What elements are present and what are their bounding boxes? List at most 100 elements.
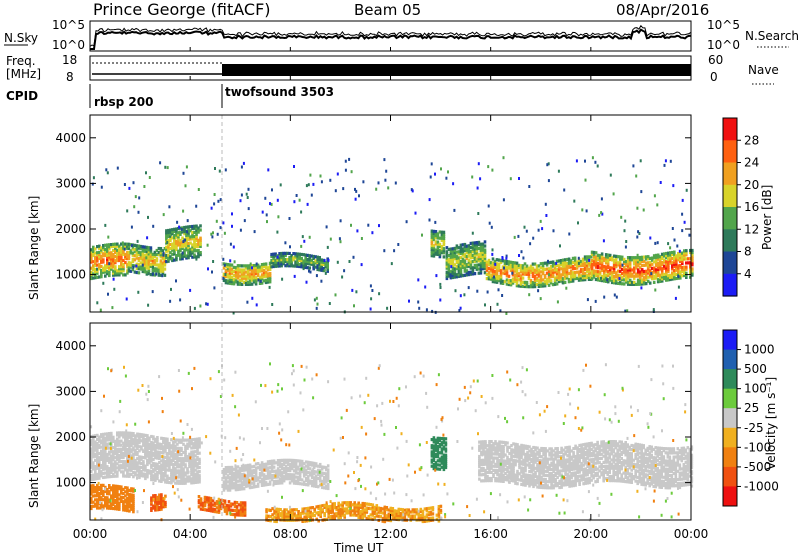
heatmap-cell (92, 504, 95, 508)
heatmap-cell (230, 482, 234, 486)
heatmap-cell (463, 261, 467, 265)
heatmap-cell (450, 265, 453, 269)
heatmap-cell (612, 279, 616, 283)
heatmap-cell (116, 456, 119, 460)
power-ylabel: Slant Range [km] (27, 196, 41, 300)
heatmap-cell (428, 198, 431, 202)
heatmap-cell (495, 278, 499, 282)
heatmap-cell (172, 456, 175, 460)
heatmap-cell (132, 497, 135, 501)
heatmap-cell (677, 252, 680, 256)
heatmap-cell (646, 263, 650, 267)
heatmap-cell (217, 199, 220, 203)
heatmap-cell (454, 289, 457, 293)
heatmap-cell (147, 268, 151, 272)
heatmap-cell (272, 258, 275, 262)
heatmap-cell (663, 266, 666, 270)
heatmap-cell (262, 479, 266, 483)
heatmap-cell (522, 468, 525, 472)
heatmap-cell (120, 499, 123, 503)
heatmap-cell (239, 503, 243, 507)
heatmap-cell (178, 225, 181, 229)
heatmap-cell (196, 456, 199, 460)
heatmap-cell (166, 476, 169, 480)
heatmap-cell (513, 279, 517, 283)
heatmap-cell (146, 450, 149, 454)
heatmap-cell (194, 443, 197, 448)
heatmap-cell (92, 453, 95, 457)
heatmap-cell (308, 473, 312, 477)
heatmap-cell (320, 258, 323, 262)
heatmap-cell (238, 475, 242, 479)
heatmap-cell (110, 431, 113, 435)
heatmap-cell (130, 499, 133, 503)
heatmap-cell (118, 273, 121, 277)
heatmap-cell (288, 466, 292, 471)
heatmap-cell (134, 473, 137, 477)
heatmap-cell (198, 441, 201, 445)
heatmap-cell (478, 469, 481, 473)
heatmap-cell (268, 261, 272, 265)
heatmap-cell (300, 461, 304, 465)
heatmap-cell (120, 439, 123, 443)
heatmap-cell (151, 252, 155, 256)
heatmap-cell (141, 245, 145, 249)
heatmap-cell (199, 501, 203, 505)
heatmap-cell (302, 259, 305, 263)
heatmap-cell (92, 475, 95, 479)
heatmap-cell (485, 262, 489, 266)
heatmap-cell (140, 461, 143, 465)
heatmap-cell (685, 265, 688, 269)
heatmap-cell (492, 446, 495, 450)
heatmap-cell (378, 224, 380, 228)
heatmap-cell (284, 473, 288, 477)
heatmap-cell (180, 448, 183, 453)
heatmap-cell (640, 259, 644, 263)
heatmap-cell (327, 258, 330, 262)
heatmap-cell (252, 464, 256, 468)
heatmap-cell (193, 245, 196, 249)
heatmap-cell (497, 258, 501, 262)
heatmap-cell (524, 454, 527, 458)
heatmap-cell (193, 226, 196, 230)
heatmap-cell (144, 464, 147, 468)
heatmap-cell (294, 475, 298, 479)
colorbar-tick-label: 24 (744, 156, 759, 170)
heatmap-cell (318, 256, 321, 260)
heatmap-cell (620, 282, 624, 286)
heatmap-cell (656, 261, 660, 265)
heatmap-cell (447, 270, 451, 274)
heatmap-cell (569, 263, 573, 267)
heatmap-cell (294, 467, 298, 471)
heatmap-cell (467, 248, 471, 252)
heatmap-cell (99, 308, 102, 312)
heatmap-cell (492, 474, 495, 479)
heatmap-cell (434, 465, 438, 469)
heatmap-cell (547, 162, 550, 166)
heatmap-cell (191, 255, 194, 259)
heatmap-cell (224, 279, 228, 283)
heatmap-cell (251, 296, 254, 300)
heatmap-cell (180, 438, 183, 442)
heatmap-cell (188, 442, 191, 446)
heatmap-cell (162, 478, 165, 482)
heatmap-cell (234, 272, 238, 276)
heatmap-cell (108, 251, 111, 255)
heatmap-cell (227, 504, 231, 508)
heatmap-cell (300, 265, 303, 269)
heatmap-cell (316, 267, 319, 272)
heatmap-cell (174, 463, 177, 467)
heatmap-cell (250, 268, 254, 272)
heatmap-cell (260, 275, 264, 279)
heatmap-cell (557, 271, 561, 275)
heatmap-cell (449, 253, 453, 257)
heatmap-cell (264, 264, 268, 268)
heatmap-cell (150, 500, 153, 504)
heatmap-cell (620, 276, 624, 280)
heatmap-cell (506, 466, 509, 470)
heatmap-cell (447, 262, 451, 266)
heatmap-cell (148, 455, 151, 459)
heatmap-cell (491, 277, 495, 282)
heatmap-cell (162, 252, 165, 255)
heatmap-cell (162, 476, 165, 480)
